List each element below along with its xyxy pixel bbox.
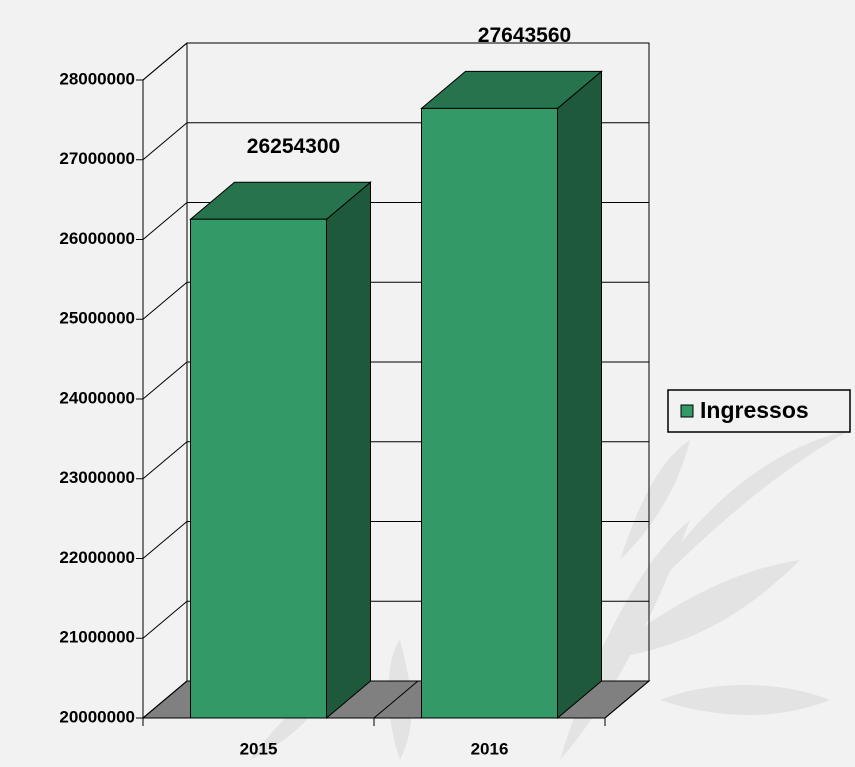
- legend-label: Ingressos: [700, 397, 809, 423]
- y-tick-label: 27000000: [59, 149, 135, 168]
- floor-divider: [373, 680, 419, 719]
- y-tick-label: 24000000: [59, 388, 135, 407]
- grid-line: [142, 600, 188, 639]
- grid-line: [142, 521, 188, 559]
- y-tick-label: 20000000: [59, 707, 135, 726]
- y-tick-label: 23000000: [59, 468, 135, 487]
- floor-divider: [604, 680, 650, 719]
- grid-line: [142, 441, 188, 480]
- x-tick-label: 2016: [471, 739, 509, 758]
- data-label: 26254300: [247, 135, 340, 158]
- bar-side: [326, 181, 371, 720]
- y-tick-label: 21000000: [59, 628, 135, 647]
- bar: [421, 107, 558, 719]
- bar-side: [557, 70, 602, 720]
- data-label: 27643560: [478, 24, 571, 47]
- grid-line: [142, 361, 188, 400]
- bar: [190, 218, 327, 719]
- x-tick-label: 2015: [240, 739, 278, 758]
- legend-swatch: [680, 404, 694, 418]
- y-tick-label: 28000000: [59, 69, 135, 88]
- grid-line: [142, 122, 188, 161]
- grid-line: [142, 42, 188, 81]
- grid-line: [142, 281, 188, 320]
- y-tick-label: 26000000: [59, 229, 135, 248]
- grid-line: [142, 202, 188, 240]
- legend: Ingressos: [667, 389, 851, 433]
- floor-divider: [142, 680, 188, 719]
- legend-box: [667, 389, 851, 433]
- y-tick-label: 25000000: [59, 309, 135, 328]
- y-tick-label: 22000000: [59, 548, 135, 567]
